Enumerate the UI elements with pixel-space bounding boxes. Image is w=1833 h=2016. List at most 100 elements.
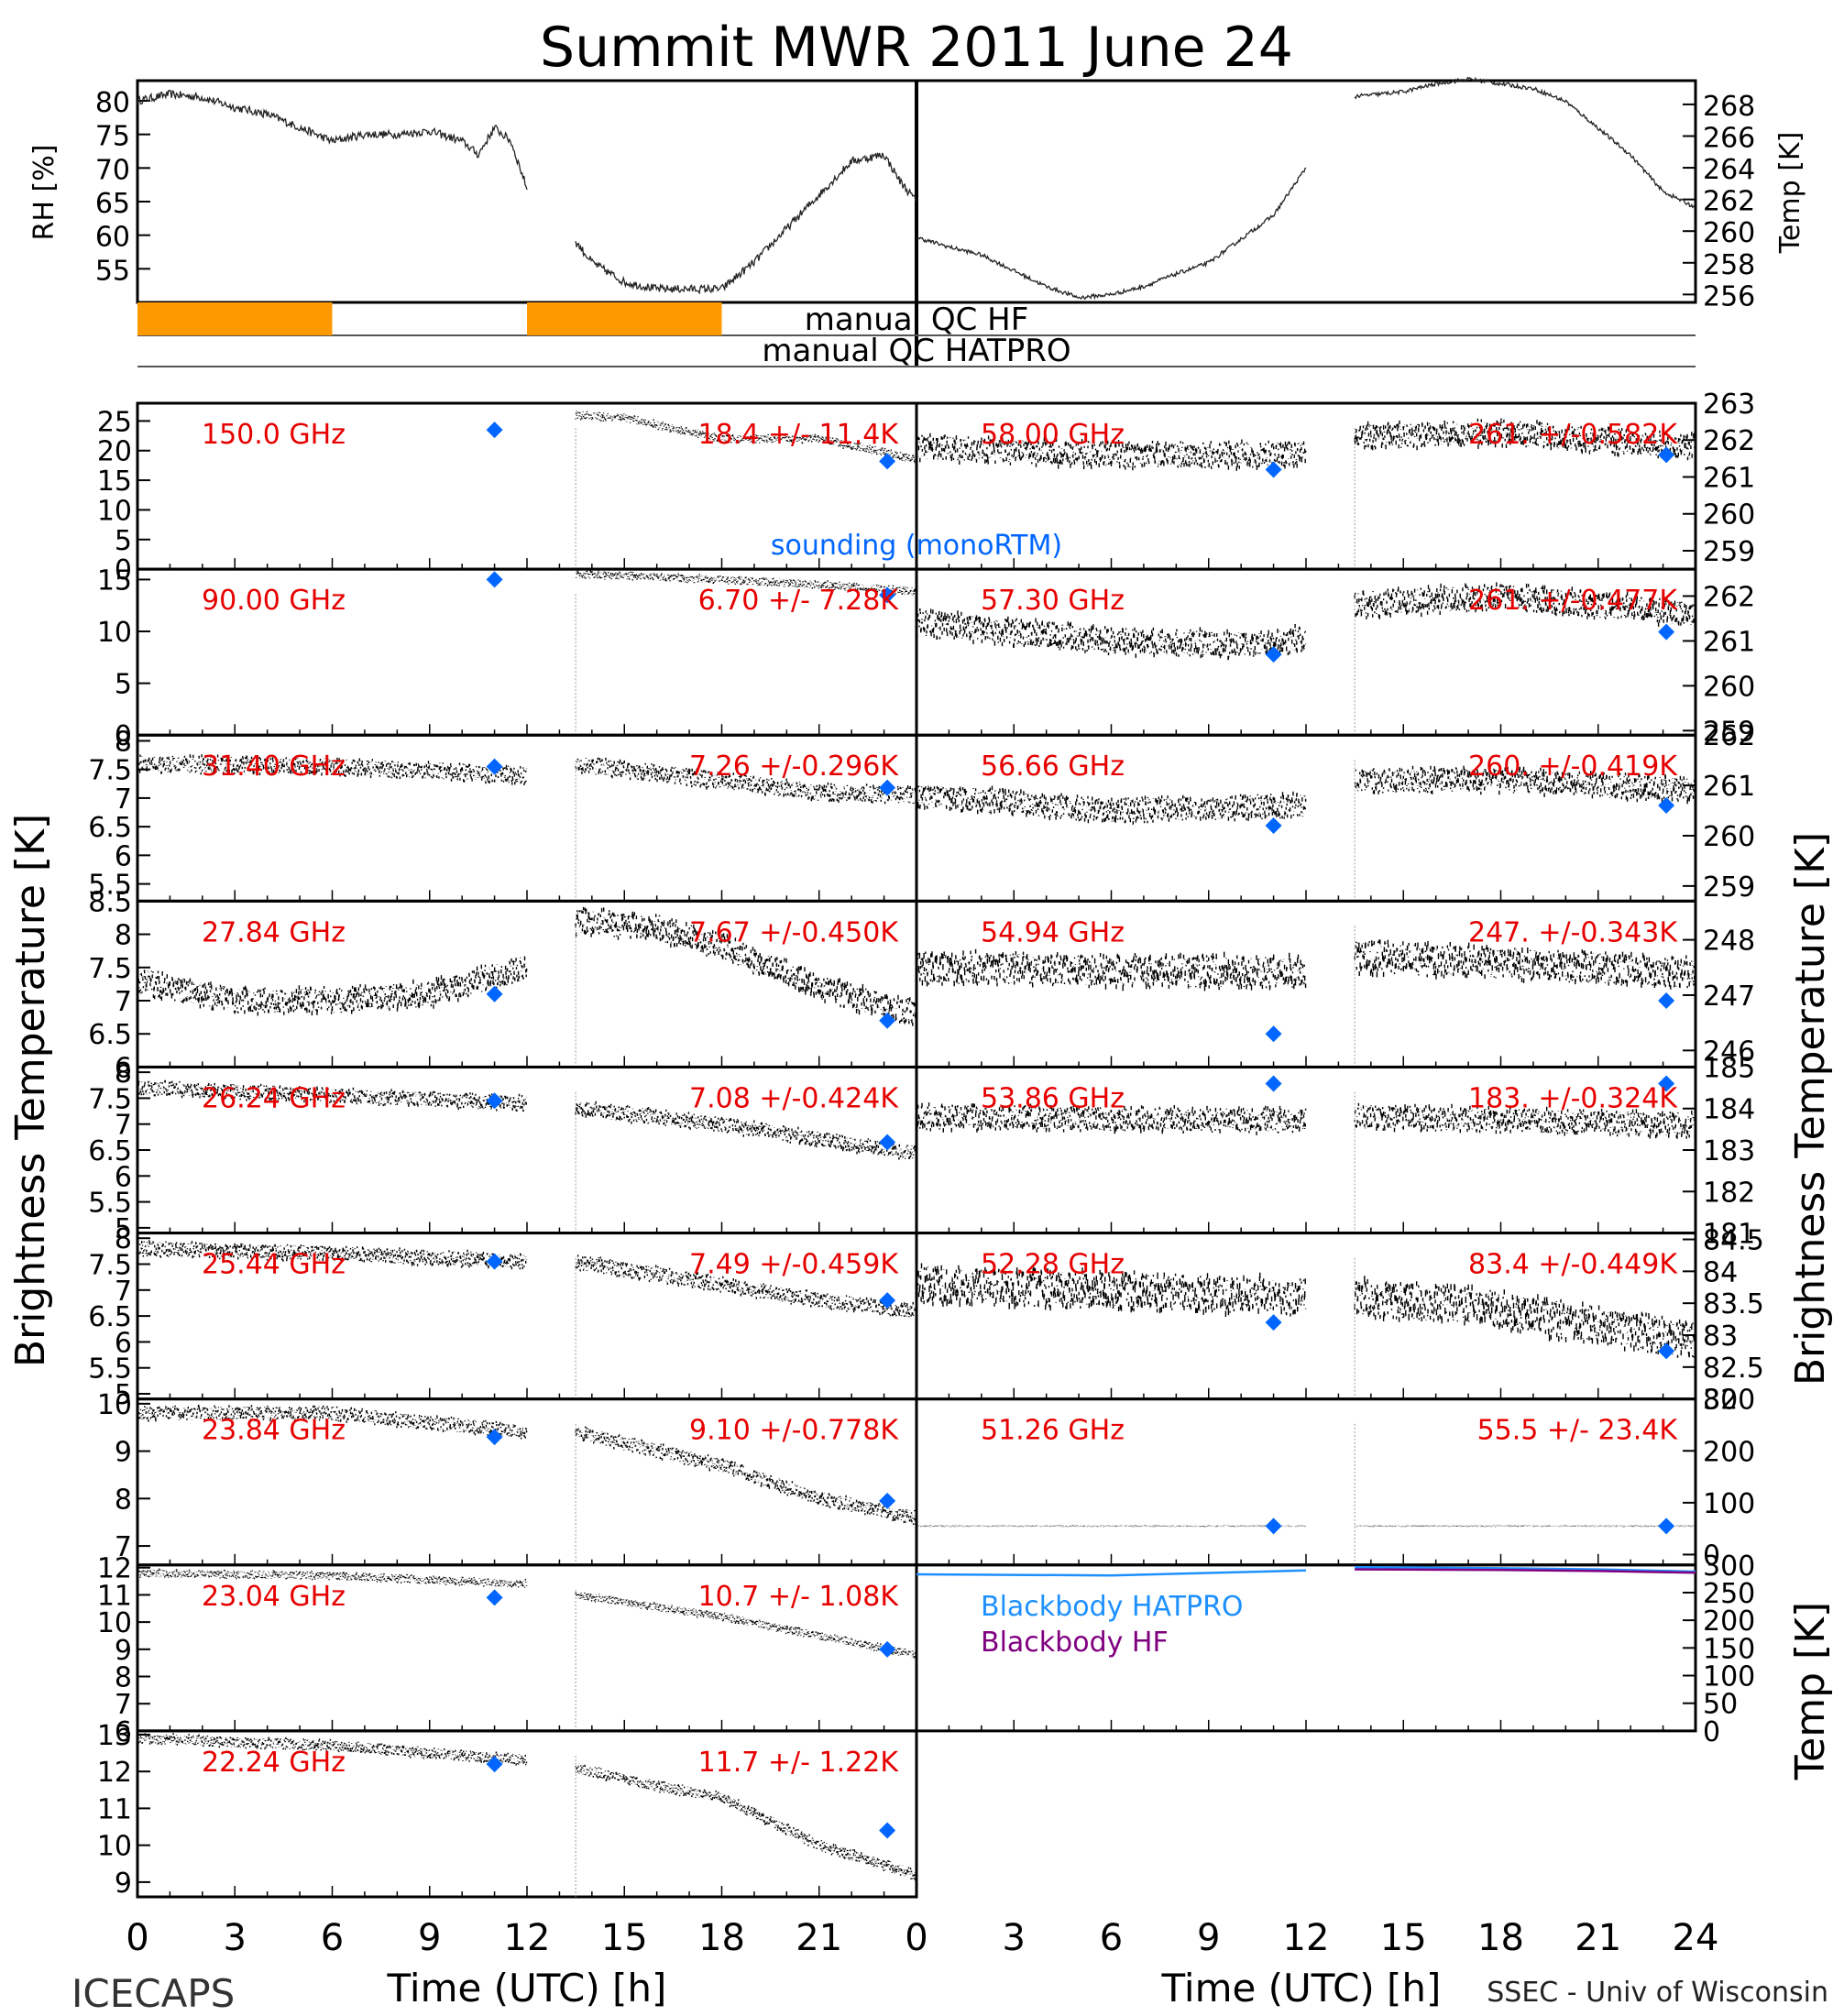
panel-tick-label: 259: [1703, 716, 1755, 748]
x-tick-label-left: 18: [698, 1917, 745, 1959]
panel-tick-label: 5.5: [88, 1353, 132, 1386]
temp-tick-label: 268: [1703, 91, 1755, 123]
panel-tick-label: 259: [1703, 536, 1755, 568]
channel-frequency-label: 23.04 GHz: [202, 1581, 346, 1613]
temp-tick-label: 256: [1703, 280, 1755, 312]
channel-frequency-label: 90.00 GHz: [202, 585, 346, 617]
panel-tick-label: 50: [1703, 1689, 1738, 1721]
channel-stats-label: 11.7 +/- 1.22K: [698, 1747, 900, 1779]
x-tick-label-right: 9: [1197, 1917, 1220, 1959]
panel-tick-label: 25: [97, 406, 132, 438]
panel-tick-label: 7: [115, 1110, 132, 1142]
sounding-marker: [879, 1012, 896, 1029]
scatter-data-right-4: [916, 1102, 1696, 1139]
panel-tick-label: 6.5: [88, 1135, 132, 1167]
panel-tick-label: 261: [1703, 626, 1755, 658]
panel-tick-label: 0: [1703, 1716, 1720, 1748]
channel-stats-label: 7.26 +/-0.296K: [689, 751, 899, 783]
x-tick-label-left: 21: [796, 1917, 842, 1959]
panel-tick-label: 260: [1703, 671, 1755, 703]
sounding-marker: [1658, 1517, 1675, 1535]
channel-stats-label: 9.10 +/-0.778K: [689, 1415, 899, 1447]
scatter-data-left-7: [137, 1568, 917, 1659]
panel-tick-label: 7: [115, 1531, 132, 1563]
panel-tick-label: 7.5: [88, 1250, 132, 1282]
x-tick-label-left: 6: [321, 1917, 344, 1959]
sounding-marker: [879, 586, 896, 604]
rh-tick-label: 80: [95, 87, 130, 119]
scatter-data-left-1: [575, 570, 917, 596]
scatter-data-right-3: [916, 939, 1696, 992]
panel-tick-label: 8: [115, 1484, 132, 1516]
scatter-data-right-1: [916, 582, 1696, 661]
sounding-marker: [879, 453, 896, 470]
footer-right: SSEC - Univ of Wisconsin: [1487, 1977, 1828, 2009]
channel-frequency-label: 57.30 GHz: [981, 585, 1125, 617]
x-axes: 0 3 3 6 6 9 9 12 12 15 15 18 18 21 21 24 0 Time (UTC) [h]…: [126, 1917, 1718, 2011]
channel-stats-label: 83.4 +/-0.449K: [1468, 1249, 1678, 1281]
panel-tick-label: 262: [1703, 720, 1755, 752]
qc-hf-flag-bar: [137, 302, 333, 335]
sounding-marker: [1658, 623, 1675, 641]
rh-tick-label: 60: [95, 222, 130, 254]
panel-tick-label: 181: [1703, 1219, 1755, 1251]
panel-tick-label: 6.5: [88, 1019, 132, 1051]
blackbody-hf-line: [1355, 1568, 1696, 1574]
panel-tick-label: 100: [1703, 1661, 1755, 1693]
sounding-marker: [486, 1756, 503, 1773]
panel-tick-label: 6.5: [88, 812, 132, 844]
channel-frequency-label: 54.94 GHz: [981, 916, 1125, 948]
panel-tick-label: 184: [1703, 1094, 1755, 1126]
panel-tick-label: 7: [115, 1689, 132, 1721]
temp-tick-label: 262: [1703, 186, 1755, 218]
sounding-marker: [879, 1292, 896, 1309]
temp-series-line: [916, 76, 1696, 301]
sounding-marker: [879, 1492, 896, 1509]
panel-tick-label: 0: [115, 720, 132, 752]
panel-tick-label: 5.5: [88, 1188, 132, 1220]
sounding-marker: [486, 758, 503, 775]
sounding-marker: [1658, 1342, 1675, 1360]
panel-tick-label: 247: [1703, 981, 1755, 1013]
sounding-marker: [1658, 797, 1675, 815]
blackbody-hatpro-label: Blackbody HATPRO: [981, 1591, 1244, 1623]
panel-tick-label: 150: [1703, 1633, 1755, 1665]
x-tick-label-left: 15: [601, 1917, 648, 1959]
temp-tick-label: 258: [1703, 249, 1755, 281]
channel-frequency-label: 27.84 GHz: [202, 916, 346, 948]
rh-tick-label: 70: [95, 154, 130, 186]
panel-tick-label: 200: [1703, 1436, 1755, 1468]
channel-stats-label: 6.70 +/- 7.28K: [698, 585, 900, 617]
sounding-marker: [486, 985, 503, 1003]
scatter-data-right-0: [916, 418, 1696, 471]
panel-tick-label: 15: [97, 466, 132, 498]
channel-stats-label: 261. +/-0.477K: [1468, 585, 1678, 617]
scatter-data-right-6: [916, 1525, 1696, 1528]
panel-tick-label: 11: [97, 1793, 132, 1825]
sounding-marker: [1265, 1075, 1282, 1092]
x-tick-label-right: 24: [1673, 1917, 1719, 1959]
panel-tick-label: 8: [115, 1223, 132, 1255]
panel-tick-label: 259: [1703, 871, 1755, 904]
channel-frequency-label: 51.26 GHz: [981, 1415, 1125, 1447]
panel-tick-label: 82.5: [1703, 1353, 1764, 1385]
rh-axis-label: RH [%]: [28, 145, 60, 241]
scatter-data-left-8: [137, 1733, 917, 1880]
sounding-marker: [1658, 446, 1675, 464]
panel-tick-label: 248: [1703, 926, 1755, 958]
panel-tick-label: 7: [115, 1276, 132, 1308]
sounding-marker: [879, 1134, 896, 1151]
panel-tick-label: 5: [115, 1379, 132, 1411]
panel-tick-label: 10: [97, 617, 132, 649]
panel-tick-label: 250: [1703, 1578, 1755, 1610]
rh-tick-label: 75: [95, 121, 130, 153]
panel-tick-label: 84.5: [1703, 1225, 1764, 1257]
x-axis-label-right: Time (UTC) [h]: [1161, 1966, 1442, 2011]
x-tick-label-center: 0: [905, 1917, 927, 1959]
scatter-data-left-2: [137, 754, 917, 805]
channel-stats-label: 55.5 +/- 23.4K: [1477, 1415, 1679, 1447]
panel-tick-label: 10: [97, 1607, 132, 1639]
temp-tick-label: 264: [1703, 154, 1755, 186]
